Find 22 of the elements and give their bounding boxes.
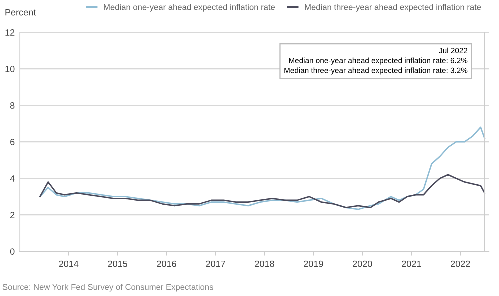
x-tick-label: 2016: [157, 260, 176, 268]
line-series: [40, 126, 486, 210]
legend-label: Median three-year ahead expected inflation rate: [305, 4, 482, 12]
y-axis-title: Percent: [6, 9, 36, 16]
x-tick-label: 2022: [451, 260, 470, 268]
x-tick-label: 2021: [402, 260, 422, 268]
x-tick-label: 2015: [108, 260, 128, 268]
y-tick-label: 12: [6, 30, 15, 36]
x-tick-label: 2017: [206, 260, 226, 268]
y-tick-label: 8: [10, 102, 15, 109]
x-tick-label: 2018: [255, 260, 274, 268]
y-tick-label: 0: [10, 248, 15, 255]
y-tick-label: 6: [10, 139, 15, 146]
y-tick-label: 10: [6, 66, 15, 72]
y-tick-label: 4: [10, 176, 15, 182]
y-tick-label: 2: [10, 212, 15, 218]
legend-label: Median one-year ahead expected inflation rate: [104, 4, 276, 12]
x-tick-label: 2019: [304, 260, 324, 268]
x-tick-label: 2020: [353, 260, 372, 268]
line-series: [40, 174, 486, 208]
x-tick-label: 2014: [59, 260, 79, 268]
source-note: Source: New York Fed Survey of Consumer Expectations: [2, 284, 214, 292]
